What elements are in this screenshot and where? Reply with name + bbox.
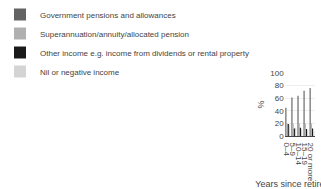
svg-text:20: 20 [275, 119, 284, 128]
svg-text:5–9: 5–9 [288, 143, 297, 157]
svg-text:40: 40 [275, 107, 284, 116]
svg-text:Nil or negative income: Nil or negative income [40, 68, 120, 77]
svg-text:0–4: 0–4 [282, 143, 291, 157]
svg-text:Other income e.g. income from: Other income e.g. income from dividends … [40, 49, 249, 58]
svg-text:0: 0 [279, 132, 284, 141]
svg-text:15–19: 15–19 [300, 143, 309, 166]
svg-text:10–14: 10–14 [294, 143, 303, 166]
svg-text:80: 80 [275, 81, 284, 90]
svg-text:20 or more: 20 or more [306, 143, 315, 182]
svg-text:Government pensions and allowa: Government pensions and allowances [40, 11, 176, 20]
svg-text:Superannuation/annuity/allocat: Superannuation/annuity/allocated pension [40, 30, 189, 39]
svg-text:100: 100 [270, 69, 284, 78]
svg-text:%: % [256, 100, 266, 108]
svg-text:Years since retirement: Years since retirement [255, 179, 321, 189]
svg-text:60: 60 [275, 94, 284, 103]
